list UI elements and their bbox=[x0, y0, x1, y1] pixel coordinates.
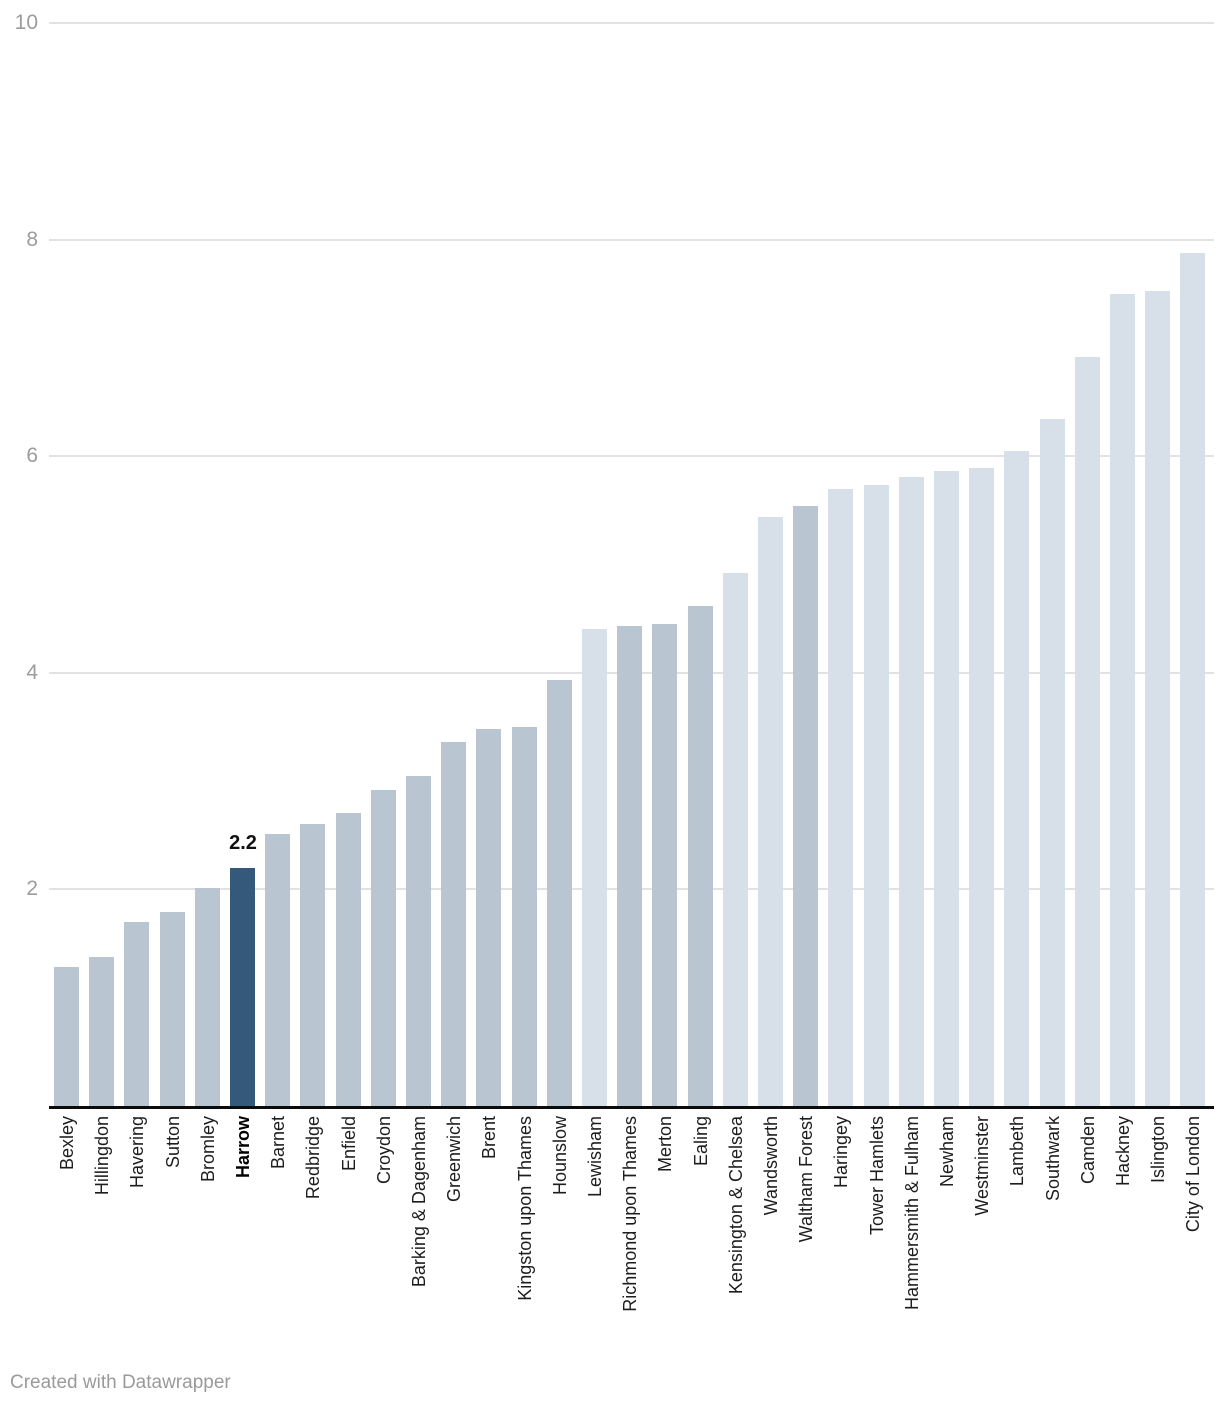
highlighted-bar-value-label: 2.2 bbox=[229, 832, 257, 854]
x-label-barnet: Barnet bbox=[268, 1116, 288, 1170]
x-label-wandsworth: Wandsworth bbox=[761, 1116, 781, 1216]
y-tick-label-10: 10 bbox=[14, 11, 38, 34]
bar-wandsworth[interactable] bbox=[758, 517, 783, 1106]
bar-lambeth[interactable] bbox=[1004, 451, 1029, 1106]
x-label-bexley: Bexley bbox=[57, 1116, 77, 1171]
bar-westminster[interactable] bbox=[969, 468, 994, 1106]
bar-greenwich[interactable] bbox=[441, 742, 466, 1106]
y-tick-label-2: 2 bbox=[26, 877, 38, 900]
x-label-newham: Newham bbox=[937, 1116, 957, 1188]
x-label-kensington-chelsea: Kensington & Chelsea bbox=[726, 1116, 746, 1295]
x-label-lewisham: Lewisham bbox=[585, 1116, 605, 1198]
x-axis-baseline bbox=[49, 1106, 1214, 1109]
x-label-haringey: Haringey bbox=[831, 1116, 851, 1189]
bar-ealing[interactable] bbox=[688, 606, 713, 1106]
x-label-hackney: Hackney bbox=[1113, 1116, 1133, 1187]
x-label-merton: Merton bbox=[655, 1116, 675, 1173]
bar-hackney[interactable] bbox=[1110, 294, 1135, 1106]
x-label-city-of-london: City of London bbox=[1183, 1116, 1203, 1233]
y-tick-label-8: 8 bbox=[26, 228, 38, 251]
bar-lewisham[interactable] bbox=[582, 629, 607, 1106]
x-label-lambeth: Lambeth bbox=[1007, 1116, 1027, 1187]
bar-redbridge[interactable] bbox=[300, 824, 325, 1106]
bar-haringey[interactable] bbox=[828, 489, 853, 1106]
bar-enfield[interactable] bbox=[336, 813, 361, 1106]
gridline-8 bbox=[49, 239, 1214, 241]
x-label-hammersmith-fulham: Hammersmith & Fulham bbox=[902, 1116, 922, 1311]
bar-islington[interactable] bbox=[1145, 291, 1170, 1106]
x-label-waltham-forest: Waltham Forest bbox=[796, 1116, 816, 1243]
bar-tower-hamlets[interactable] bbox=[864, 485, 889, 1106]
bar-bromley[interactable] bbox=[195, 888, 220, 1106]
x-label-kingston-upon-thames: Kingston upon Thames bbox=[515, 1116, 535, 1301]
bar-hammersmith-fulham[interactable] bbox=[899, 477, 924, 1106]
bar-barnet[interactable] bbox=[265, 834, 290, 1106]
x-label-islington: Islington bbox=[1148, 1116, 1168, 1184]
x-label-croydon: Croydon bbox=[374, 1116, 394, 1185]
bar-city-of-london[interactable] bbox=[1180, 253, 1205, 1106]
x-label-tower-hamlets: Tower Hamlets bbox=[867, 1116, 887, 1236]
bar-havering[interactable] bbox=[124, 922, 149, 1106]
bar-brent[interactable] bbox=[476, 729, 501, 1106]
x-label-richmond-upon-thames: Richmond upon Thames bbox=[620, 1116, 640, 1312]
bar-merton[interactable] bbox=[652, 624, 677, 1106]
bar-hounslow[interactable] bbox=[547, 680, 572, 1106]
gridline-10 bbox=[49, 22, 1214, 24]
bar-barking-dagenham[interactable] bbox=[406, 776, 431, 1106]
y-tick-label-6: 6 bbox=[26, 444, 38, 467]
bar-kensington-chelsea[interactable] bbox=[723, 573, 748, 1106]
x-label-ealing: Ealing bbox=[691, 1116, 711, 1167]
x-label-harrow: Harrow bbox=[233, 1116, 253, 1179]
x-label-redbridge: Redbridge bbox=[303, 1116, 323, 1200]
bar-kingston-upon-thames[interactable] bbox=[512, 727, 537, 1106]
y-tick-label-4: 4 bbox=[26, 661, 38, 684]
x-label-barking-dagenham: Barking & Dagenham bbox=[409, 1116, 429, 1288]
bar-waltham-forest[interactable] bbox=[793, 506, 818, 1106]
gridline-6 bbox=[49, 455, 1214, 457]
x-label-sutton: Sutton bbox=[163, 1116, 183, 1169]
x-label-hounslow: Hounslow bbox=[550, 1116, 570, 1196]
bar-croydon[interactable] bbox=[371, 790, 396, 1106]
x-label-bromley: Bromley bbox=[198, 1116, 218, 1183]
bar-hillingdon[interactable] bbox=[89, 957, 114, 1106]
x-label-havering: Havering bbox=[127, 1116, 147, 1189]
x-label-enfield: Enfield bbox=[339, 1116, 359, 1172]
bar-bexley[interactable] bbox=[54, 967, 79, 1106]
x-label-greenwich: Greenwich bbox=[444, 1116, 464, 1203]
x-label-southwark: Southwark bbox=[1043, 1116, 1063, 1202]
bar-camden[interactable] bbox=[1075, 357, 1100, 1106]
bar-sutton[interactable] bbox=[160, 912, 185, 1106]
datawrapper-credit: Created with Datawrapper bbox=[10, 1372, 231, 1393]
bar-southwark[interactable] bbox=[1040, 419, 1065, 1106]
bar-newham[interactable] bbox=[934, 471, 959, 1106]
x-label-hillingdon: Hillingdon bbox=[92, 1116, 112, 1196]
bar-richmond-upon-thames[interactable] bbox=[617, 626, 642, 1106]
x-label-camden: Camden bbox=[1078, 1116, 1098, 1185]
x-label-westminster: Westminster bbox=[972, 1116, 992, 1216]
bar-harrow[interactable] bbox=[230, 868, 255, 1106]
x-label-brent: Brent bbox=[479, 1116, 499, 1160]
